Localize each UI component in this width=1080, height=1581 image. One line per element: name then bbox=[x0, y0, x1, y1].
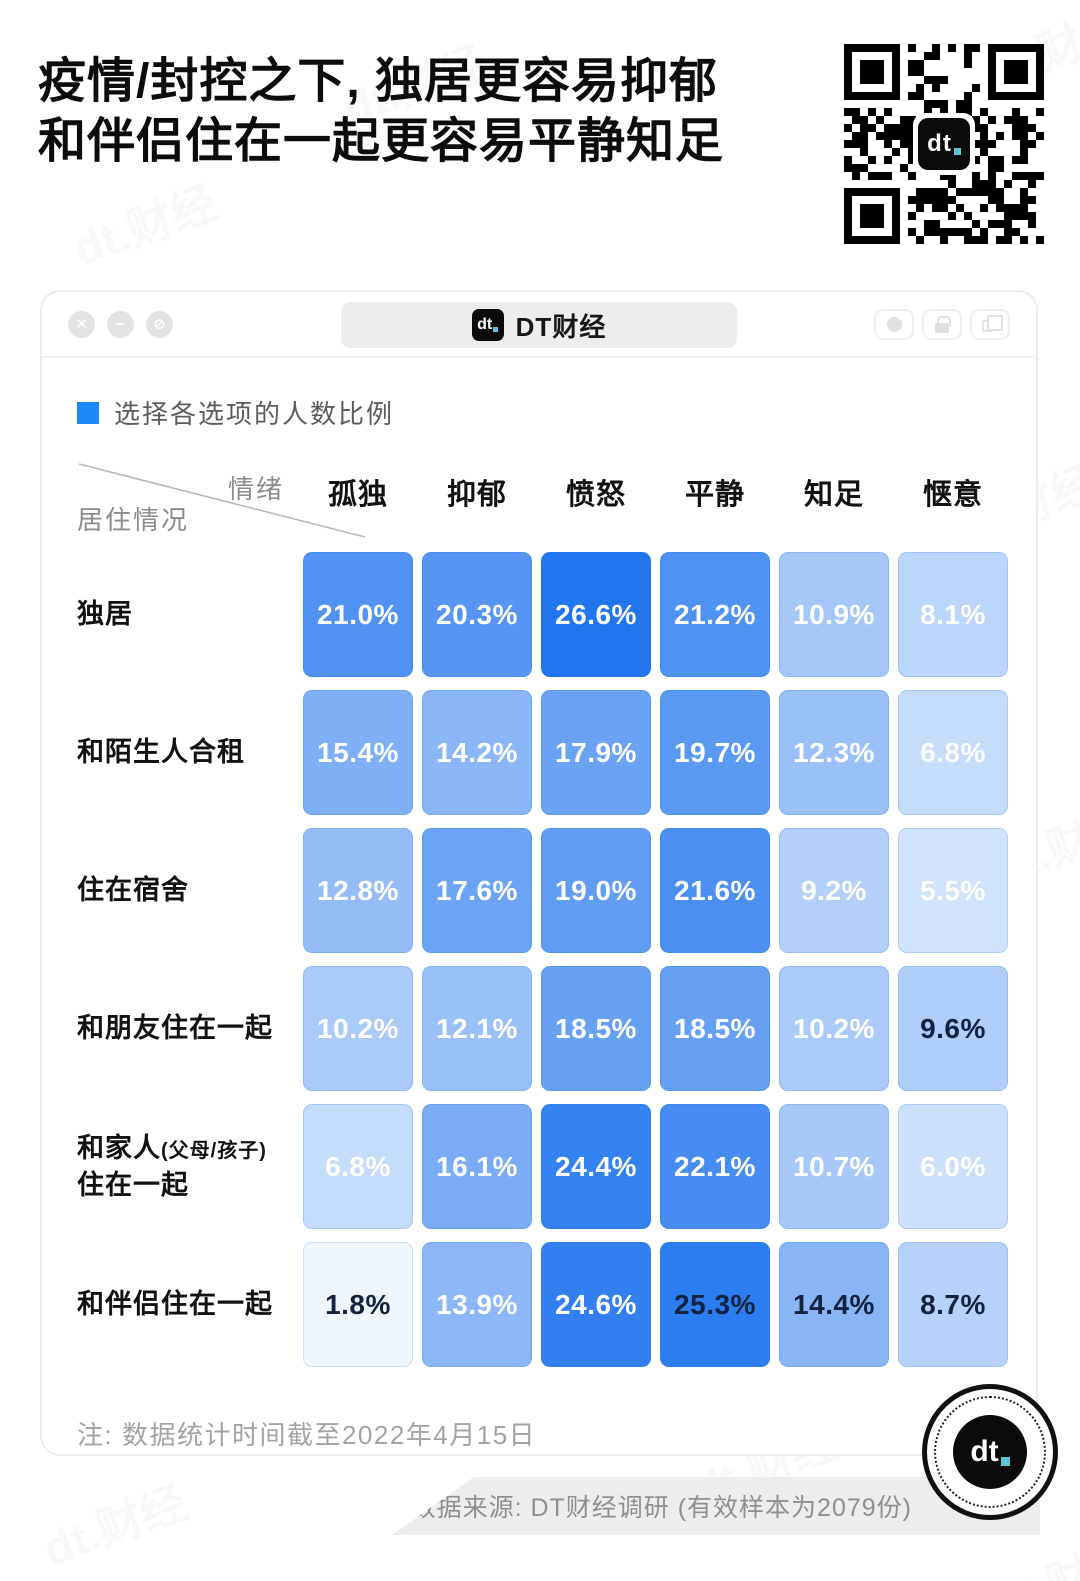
heatmap-cell: 10.7% bbox=[779, 1104, 889, 1229]
heatmap-cell: 6.8% bbox=[303, 1104, 413, 1229]
lock-icon bbox=[935, 315, 951, 333]
copy-button[interactable] bbox=[970, 308, 1010, 340]
column-header: 知足 bbox=[803, 479, 864, 511]
column-header: 愤怒 bbox=[565, 479, 626, 511]
window-controls-right bbox=[874, 308, 1010, 340]
heatmap-cell: 24.6% bbox=[541, 1242, 651, 1367]
heatmap-cell: 10.2% bbox=[303, 966, 413, 1091]
page-title-line-2: 和伴侣住在一起更容易平静知足 bbox=[38, 115, 725, 169]
heatmap-cell: 19.0% bbox=[541, 828, 651, 953]
heatmap-cell: 21.0% bbox=[303, 552, 413, 677]
footnote: 注: 数据统计时间截至2022年4月15日 bbox=[77, 1420, 537, 1450]
qr-code: dt bbox=[844, 44, 1044, 244]
heatmap-cell: 13.9% bbox=[422, 1242, 532, 1367]
column-header: 惬意 bbox=[922, 479, 983, 511]
heatmap-cell: 17.9% bbox=[541, 690, 651, 815]
heatmap-cell: 18.5% bbox=[660, 966, 770, 1091]
heatmap-cell: 12.3% bbox=[779, 690, 889, 815]
window-title-text: DT财经 bbox=[515, 311, 607, 342]
dt-logo-seal: dt bbox=[922, 1384, 1058, 1520]
heatmap-cell: 14.2% bbox=[422, 690, 532, 815]
qr-center-logo: dt bbox=[913, 113, 975, 175]
row-axis-title: 居住情况 bbox=[77, 505, 190, 535]
heatmap-cell: 10.2% bbox=[779, 966, 889, 1091]
source-text: 数据来源: DT财经调研 (有效样本为2079份) bbox=[410, 1494, 912, 1522]
heatmap-cell: 8.1% bbox=[898, 552, 1008, 677]
row-label: 和伴侣住在一起 bbox=[77, 1289, 273, 1320]
heatmap-cell: 25.3% bbox=[660, 1242, 770, 1367]
copy-icon bbox=[982, 315, 1003, 332]
heatmap-cell: 26.6% bbox=[541, 552, 651, 677]
row-label: 和陌生人合租 bbox=[77, 737, 245, 768]
chart-area: 选择各选项的人数比例 情绪 居住情况 孤独 抑郁 愤怒 平静 知足 惬意独居 21.0% 20… bbox=[42, 358, 1036, 1452]
heatmap-cell: 9.6% bbox=[898, 966, 1008, 1091]
heatmap-cell: 14.4% bbox=[779, 1242, 889, 1367]
report-window: ✕ − ⊘ dt DT财经 选择各选项的人数比例 bbox=[40, 290, 1038, 1456]
heatmap-cell: 22.1% bbox=[660, 1104, 770, 1229]
dt-logo-text: dt bbox=[477, 316, 493, 333]
row-label: 住在宿舍 bbox=[77, 875, 189, 906]
record-button[interactable] bbox=[874, 308, 914, 340]
block-button[interactable]: ⊘ bbox=[146, 310, 173, 338]
legend-swatch-icon bbox=[77, 401, 99, 424]
heatmap-cell: 19.7% bbox=[660, 690, 770, 815]
page-title: 疫情/封控之下, 独居更容易抑郁 和伴侣住在一起更容易平静知足 bbox=[38, 52, 724, 173]
row-label: 独居 bbox=[77, 599, 133, 630]
heatmap-cell: 20.3% bbox=[422, 552, 532, 677]
teal-dot-icon bbox=[493, 327, 499, 332]
qr-pattern bbox=[844, 44, 1044, 244]
dt-logo-text: dt bbox=[927, 130, 952, 157]
close-button[interactable]: ✕ bbox=[68, 310, 95, 338]
column-header: 抑郁 bbox=[446, 479, 507, 511]
column-header: 孤独 bbox=[327, 479, 388, 511]
watermark-text: dt.财经 bbox=[66, 176, 224, 276]
heatmap-cell: 9.2% bbox=[779, 828, 889, 953]
chart-legend: 选择各选项的人数比例 bbox=[77, 394, 1009, 431]
heatmap-cell: 6.8% bbox=[898, 690, 1008, 815]
window-titlebar: ✕ − ⊘ dt DT财经 bbox=[42, 292, 1036, 358]
heatmap-cell: 21.6% bbox=[660, 828, 770, 953]
heatmap-cell: 10.9% bbox=[779, 552, 889, 677]
axis-corner: 情绪 居住情况 bbox=[77, 461, 366, 539]
heatmap-cell: 21.2% bbox=[660, 552, 770, 677]
lock-button[interactable] bbox=[922, 308, 962, 340]
page-title-line-1: 疫情/封控之下, 独居更容易抑郁 bbox=[38, 55, 719, 108]
teal-dot-icon bbox=[953, 147, 961, 155]
row-label: 和家人(父母/孩子) 住在一起 bbox=[77, 1133, 267, 1200]
column-axis-title: 情绪 bbox=[227, 474, 284, 504]
heatmap-cell: 15.4% bbox=[303, 690, 413, 815]
heatmap-cell: 12.8% bbox=[303, 828, 413, 953]
watermark-text: dt.财经 bbox=[36, 1476, 194, 1576]
window-title: dt DT财经 bbox=[341, 302, 737, 348]
dt-logo-icon: dt bbox=[918, 118, 970, 170]
heatmap-cell: 24.4% bbox=[541, 1104, 651, 1229]
row-label: 和朋友住在一起 bbox=[77, 1013, 273, 1044]
dt-logo-icon: dt bbox=[471, 309, 504, 341]
heatmap-table: 情绪 居住情况 孤独 抑郁 愤怒 平静 知足 惬意 独居 21.0% 20.3% 26.6% 21.… bbox=[77, 461, 1009, 1367]
heatmap-cell: 8.7% bbox=[898, 1242, 1008, 1367]
heatmap-cell: 6.0% bbox=[898, 1104, 1008, 1229]
column-header: 平静 bbox=[684, 479, 745, 511]
seal-dotted-ring bbox=[934, 1396, 1046, 1508]
minimize-button[interactable]: − bbox=[107, 310, 134, 338]
heatmap-cell: 12.1% bbox=[422, 966, 532, 1091]
heatmap-cell: 18.5% bbox=[541, 966, 651, 1091]
heatmap-cell: 17.6% bbox=[422, 828, 532, 953]
record-icon bbox=[886, 316, 902, 332]
heatmap-cell: 1.8% bbox=[303, 1242, 413, 1367]
legend-label: 选择各选项的人数比例 bbox=[114, 399, 395, 429]
heatmap-cell: 16.1% bbox=[422, 1104, 532, 1229]
axis-diagonal-line bbox=[78, 463, 366, 538]
window-controls-left: ✕ − ⊘ bbox=[68, 310, 173, 338]
heatmap-cell: 5.5% bbox=[898, 828, 1008, 953]
